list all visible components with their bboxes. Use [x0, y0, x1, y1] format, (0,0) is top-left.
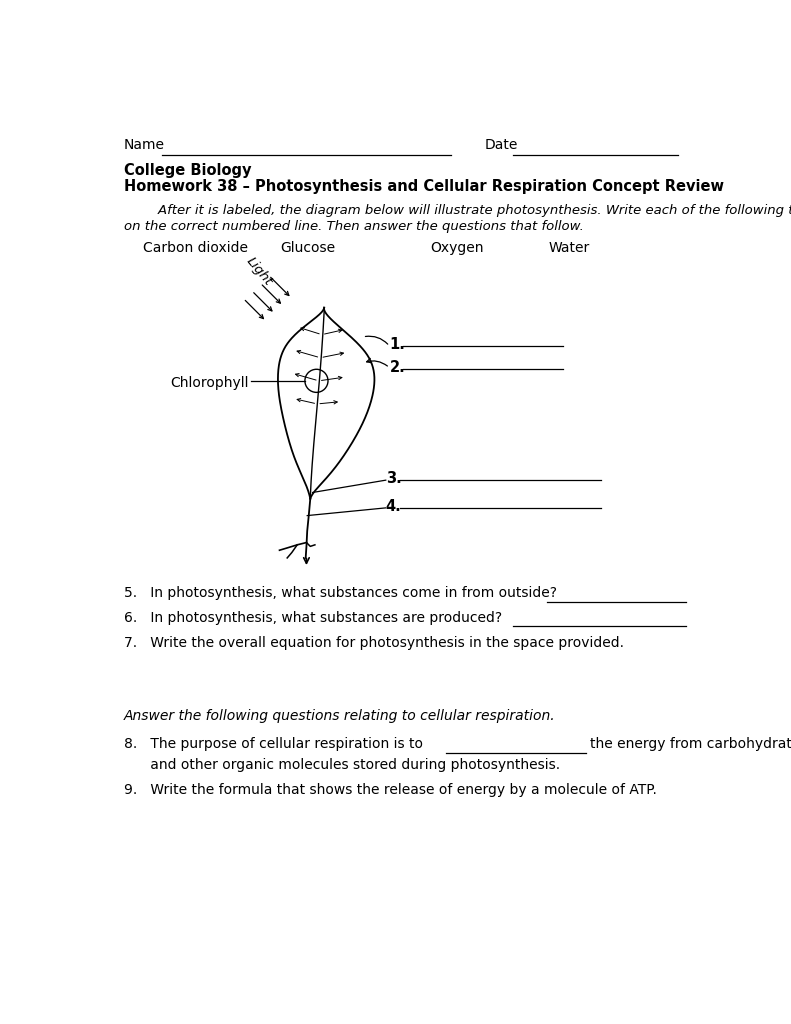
Text: Homework 38 – Photosynthesis and Cellular Respiration Concept Review: Homework 38 – Photosynthesis and Cellula…	[124, 179, 724, 194]
Text: 1.: 1.	[390, 337, 406, 352]
Text: Name: Name	[124, 138, 165, 153]
Text: Carbon dioxide: Carbon dioxide	[143, 242, 248, 255]
Text: 3.: 3.	[386, 471, 402, 486]
Text: Glucose: Glucose	[281, 242, 335, 255]
Text: on the correct numbered line. Then answer the questions that follow.: on the correct numbered line. Then answe…	[124, 220, 584, 233]
Text: 5.   In photosynthesis, what substances come in from outside?: 5. In photosynthesis, what substances co…	[124, 587, 557, 600]
Text: 7.   Write the overall equation for photosynthesis in the space provided.: 7. Write the overall equation for photos…	[124, 636, 624, 649]
Text: Chlorophyll: Chlorophyll	[170, 376, 248, 390]
Text: Light: Light	[244, 255, 274, 289]
Text: 6.   In photosynthesis, what substances are produced?: 6. In photosynthesis, what substances ar…	[124, 611, 502, 625]
Text: 9.   Write the formula that shows the release of energy by a molecule of ATP.: 9. Write the formula that shows the rele…	[124, 782, 657, 797]
Text: 4.: 4.	[386, 499, 402, 514]
Text: College Biology: College Biology	[124, 163, 252, 178]
Text: Water: Water	[548, 242, 590, 255]
Text: Answer the following questions relating to cellular respiration.: Answer the following questions relating …	[124, 710, 555, 724]
Text: Date: Date	[484, 138, 517, 153]
Text: Oxygen: Oxygen	[430, 242, 483, 255]
Text: the energy from carbohydrates: the energy from carbohydrates	[590, 737, 791, 752]
Text: and other organic molecules stored during photosynthesis.: and other organic molecules stored durin…	[124, 758, 560, 772]
Text: After it is labeled, the diagram below will illustrate photosynthesis. Write eac: After it is labeled, the diagram below w…	[124, 204, 791, 217]
Text: 2.: 2.	[390, 360, 405, 375]
Text: 8.   The purpose of cellular respiration is to: 8. The purpose of cellular respiration i…	[124, 737, 423, 752]
